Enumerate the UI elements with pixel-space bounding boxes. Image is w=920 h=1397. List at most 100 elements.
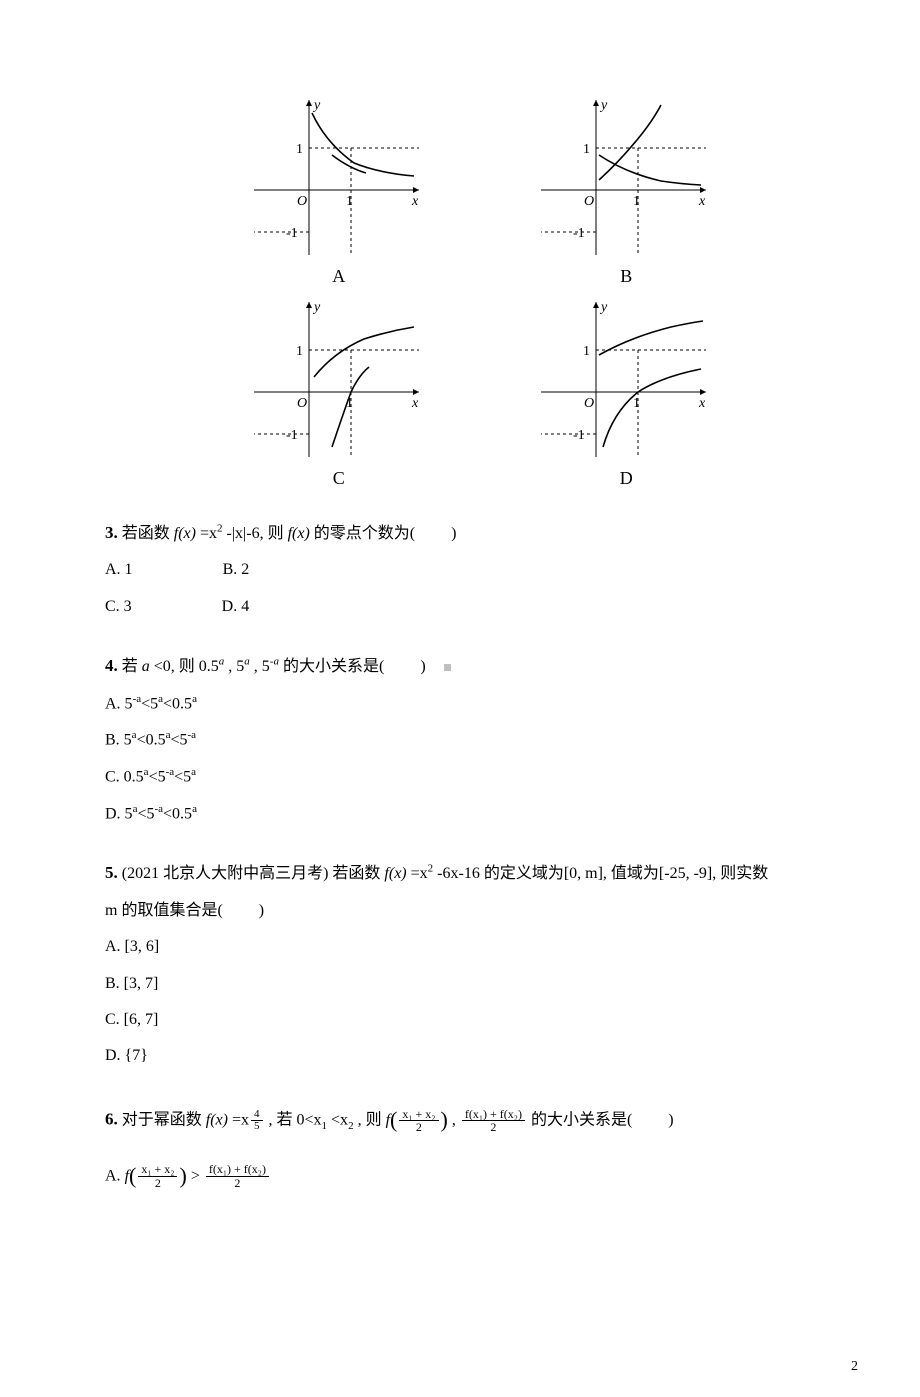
svg-text:-1: -1 — [286, 226, 298, 241]
q4-options: A. 5-a<5a<0.5a B. 5a<0.5a<5-a C. 0.5a<5-… — [105, 689, 860, 830]
lparen2-icon: ( — [129, 1163, 136, 1188]
q4-text-b: <0, 则 0.5 — [154, 658, 219, 675]
panel-d: y x O 1 1 -1 D — [541, 297, 711, 489]
q6-opt-a-frac2: f(x₁) + f(x₂)2 — [206, 1163, 269, 1189]
q6-close: ) — [668, 1111, 673, 1128]
panel-d-caption: D — [541, 468, 711, 489]
svg-text:O: O — [584, 396, 594, 411]
page-number: 2 — [851, 1359, 858, 1375]
svg-text:O: O — [297, 194, 307, 209]
q6-x2: 2 — [348, 1120, 354, 1132]
q6-frac-rhs: f(x₁) + f(x₂)2 — [462, 1108, 525, 1134]
svg-text:-1: -1 — [573, 226, 585, 241]
panel-c-caption: C — [254, 468, 424, 489]
q4-opt-a: A. 5-a<5a<0.5a — [105, 689, 860, 720]
q6-stem: 6. 对于幂函数 f(x) =x45 , 若 0<x1 <x2 , 则 f(x₁… — [105, 1100, 860, 1142]
q3-opt-c: C. 3 — [105, 592, 132, 622]
q4-opt-d: D. 5a<5-a<0.5a — [105, 799, 860, 830]
panel-a-caption: A — [254, 266, 424, 287]
q3-text-d: 的零点个数为( — [314, 525, 415, 542]
rparen-icon: ) — [441, 1107, 448, 1132]
q3-options-row2: C. 3 D. 4 — [105, 592, 860, 622]
q5-stem-2: m 的取值集合是() — [105, 896, 860, 926]
q5-opt-b: B. [3, 7] — [105, 969, 860, 999]
q4-a: a — [142, 658, 150, 675]
q3-text-b: =x — [200, 525, 217, 542]
q5-opt-a: A. [3, 6] — [105, 932, 860, 962]
q6-text-d: <x — [331, 1111, 348, 1128]
q5-number: 5. — [105, 863, 118, 882]
q6-text-c: , 若 0<x — [269, 1111, 322, 1128]
q5-blank — [223, 902, 259, 919]
graph-c: y x O 1 1 -1 — [254, 297, 424, 457]
q6-text-b: =x — [232, 1111, 249, 1128]
q5-opt-c: C. [6, 7] — [105, 1005, 860, 1035]
q4-opt-c: C. 0.5a<5-a<5a — [105, 762, 860, 793]
question-6: 6. 对于幂函数 f(x) =x45 , 若 0<x1 <x2 , 则 f(x₁… — [105, 1100, 860, 1198]
q5-text-b: =x — [411, 865, 428, 882]
q3-text-c: -|x|-6, 则 — [227, 525, 288, 542]
svg-text:1: 1 — [583, 142, 590, 157]
q4-opt-b: B. 5a<0.5a<5-a — [105, 725, 860, 756]
q4-blank — [384, 658, 420, 675]
q5-options: A. [3, 6] B. [3, 7] C. [6, 7] D. {7} — [105, 932, 860, 1072]
q6-opt-a-pre: A. — [105, 1167, 125, 1184]
q3-options-row1: A. 1 B. 2 — [105, 555, 860, 585]
lparen-icon: ( — [390, 1107, 397, 1132]
panel-b: y x O 1 1 -1 B — [541, 95, 711, 287]
q3-opt-d: D. 4 — [222, 592, 250, 622]
q5-opt-d: D. {7} — [105, 1041, 860, 1071]
q4-text-d: 的大小关系是( — [283, 658, 384, 675]
question-4: 4. 若 a <0, 则 0.5a , 5a , 5-a 的大小关系是() A.… — [105, 650, 860, 829]
svg-text:O: O — [584, 194, 594, 209]
svg-text:O: O — [297, 396, 307, 411]
q4-number: 4. — [105, 656, 118, 675]
q4-text-c: , 5 — [228, 658, 244, 675]
svg-text:y: y — [599, 98, 608, 113]
q6-frac-arg: x₁ + x₂2 — [399, 1108, 438, 1134]
svg-text:1: 1 — [633, 396, 640, 411]
q4-text-a: 若 — [122, 658, 142, 675]
q3-opt-b: B. 2 — [223, 555, 250, 585]
svg-text:1: 1 — [296, 142, 303, 157]
q6-opt-a: A. f(x₁ + x₂2) > f(x₁) + f(x₂)2 — [105, 1156, 860, 1198]
panel-b-caption: B — [541, 266, 711, 287]
q3-blank — [415, 525, 451, 542]
svg-text:y: y — [599, 300, 608, 315]
q4-s3: a — [273, 656, 279, 668]
q3-fx2: f(x) — [288, 525, 310, 542]
q6-text-a: 对于幂函数 — [122, 1111, 206, 1128]
square-marker-icon — [444, 664, 451, 671]
q5-close: ) — [259, 902, 264, 919]
q3-text-a: 若函数 — [122, 525, 174, 542]
q3-number: 3. — [105, 523, 118, 542]
q4-stem: 4. 若 a <0, 则 0.5a , 5a , 5-a 的大小关系是() — [105, 650, 860, 682]
svg-text:1: 1 — [633, 194, 640, 209]
q5-text-a: (2021 北京人大附中高三月考) 若函数 — [122, 865, 385, 882]
graph-d: y x O 1 1 -1 — [541, 297, 711, 457]
q4-close: ) — [420, 658, 425, 675]
panel-c: y x O 1 1 -1 C — [254, 297, 424, 489]
q6-blank — [632, 1111, 668, 1128]
svg-text:x: x — [698, 194, 706, 209]
q6-opt-a-frac1: x₁ + x₂2 — [138, 1163, 177, 1189]
svg-text:y: y — [312, 300, 321, 315]
svg-text:-1: -1 — [286, 428, 298, 443]
svg-text:y: y — [312, 98, 321, 113]
svg-text:-1: -1 — [573, 428, 585, 443]
q3-stem: 3. 若函数 f(x) =x2 -|x|-6, 则 f(x) 的零点个数为() — [105, 517, 860, 549]
q3-opt-a: A. 1 — [105, 555, 133, 585]
q4-s2: a — [244, 656, 250, 668]
svg-text:x: x — [411, 396, 419, 411]
q6-text-e: , 则 — [358, 1111, 386, 1128]
q5-text-d: m 的取值集合是( — [105, 902, 223, 919]
question-3: 3. 若函数 f(x) =x2 -|x|-6, 则 f(x) 的零点个数为() … — [105, 517, 860, 622]
q5-exp: 2 — [428, 863, 434, 875]
q6-x1: 1 — [322, 1120, 328, 1132]
q6-gt: > — [191, 1167, 204, 1184]
q6-fx: f(x) — [206, 1111, 228, 1128]
svg-text:1: 1 — [296, 344, 303, 359]
q6-number: 6. — [105, 1109, 118, 1128]
svg-text:x: x — [698, 396, 706, 411]
q4-s1: a — [219, 656, 225, 668]
